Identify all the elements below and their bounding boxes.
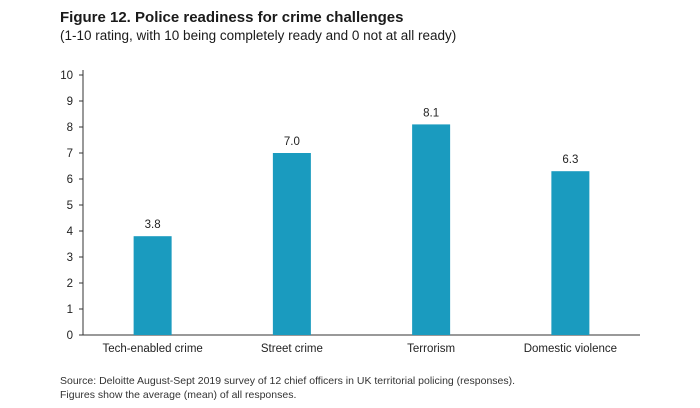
y-tick-label: 6 <box>67 174 73 186</box>
data-label: 8.1 <box>423 107 439 119</box>
category-label: Domestic violence <box>524 343 617 355</box>
y-tick-label: 8 <box>67 122 73 134</box>
y-tick-label: 9 <box>67 96 73 108</box>
chart-subtitle: (1-10 rating, with 10 being completely r… <box>60 28 457 43</box>
source-line-1: Source: Deloitte August-Sept 2019 survey… <box>60 375 516 387</box>
y-tick-label: 4 <box>67 226 74 238</box>
y-tick-label: 5 <box>67 200 73 212</box>
y-tick-label: 2 <box>67 278 73 290</box>
y-tick-label: 10 <box>60 70 73 82</box>
data-label: 7.0 <box>284 136 300 148</box>
y-tick-label: 0 <box>67 330 73 342</box>
category-label: Terrorism <box>407 343 455 355</box>
y-tick-label: 1 <box>67 304 73 316</box>
source-note: Source: Deloitte August-Sept 2019 survey… <box>60 374 515 402</box>
data-label: 3.8 <box>145 219 161 231</box>
source-line-2: Figures show the average (mean) of all r… <box>60 389 297 401</box>
bar <box>133 236 172 335</box>
bar <box>412 124 451 336</box>
y-tick-label: 3 <box>67 252 73 264</box>
category-label: Tech-enabled crime <box>102 343 202 355</box>
bar-chart: 0 1 2 3 4 5 6 7 8 9 10 3.8 Tech-enabled crime 7.0 Stre… <box>60 70 640 355</box>
y-tick-label: 7 <box>67 148 73 160</box>
bar <box>551 171 590 335</box>
category-label: Street crime <box>261 343 323 355</box>
chart-title: Figure 12. Police readiness for crime ch… <box>60 9 404 26</box>
bar <box>272 153 311 335</box>
data-label: 6.3 <box>562 154 578 166</box>
